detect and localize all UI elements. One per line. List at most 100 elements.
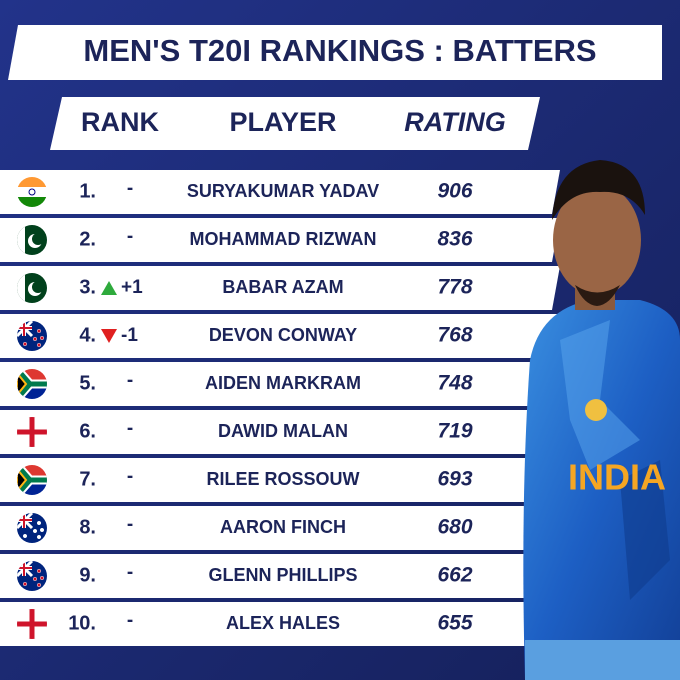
- rating: 693: [437, 468, 472, 491]
- row-background: [0, 170, 560, 214]
- row-background: [0, 554, 560, 598]
- rating: 662: [437, 564, 472, 587]
- down-arrow: [101, 329, 117, 343]
- flag-star: [36, 520, 42, 526]
- flag-triangle: [17, 370, 28, 398]
- rank: 8.: [79, 516, 96, 538]
- flag-star: [22, 581, 28, 587]
- flag-band: [17, 225, 25, 255]
- rank: 3.: [79, 276, 96, 298]
- row-background: [0, 266, 560, 310]
- rank-change: -: [127, 562, 133, 583]
- rating: 719: [437, 420, 472, 443]
- title: MEN'S T20I RANKINGS : BATTERS: [83, 33, 596, 68]
- flag-star: [22, 341, 28, 347]
- rank: 6.: [79, 420, 96, 442]
- flag-star: [39, 575, 45, 581]
- rank-change: -: [127, 466, 133, 487]
- rank-change: -: [127, 370, 133, 391]
- row-background: [0, 410, 560, 454]
- flag: [17, 513, 47, 543]
- flag-cross: [17, 621, 47, 627]
- flag-band: [17, 177, 47, 187]
- column-header: RATING: [404, 107, 506, 137]
- player-name: AARON FINCH: [220, 517, 346, 537]
- flag-band: [17, 197, 47, 207]
- column-header: PLAYER: [229, 107, 336, 137]
- flag-star: [36, 534, 42, 540]
- rank: 5.: [79, 372, 96, 394]
- flag-crescent-cut: [32, 233, 44, 245]
- flag: [17, 417, 47, 447]
- table-row: 2. - MOHAMMAD RIZWAN 836: [0, 218, 560, 262]
- flag-cross: [17, 567, 32, 569]
- table-rows: 1. - SURYAKUMAR YADAV 906 2. - MOHAMMAD RIZWAN…: [0, 170, 560, 646]
- flag: [17, 561, 47, 591]
- rating: 836: [437, 228, 472, 251]
- flag: [17, 225, 47, 255]
- flag-star: [39, 335, 45, 341]
- rating: 778: [437, 276, 472, 299]
- table-row: 8. - AARON FINCH 680: [0, 506, 560, 550]
- title-banner: [8, 25, 662, 80]
- column-header: RANK: [81, 107, 159, 137]
- flag-star: [22, 533, 28, 539]
- header-banner: [50, 97, 540, 150]
- flag-star: [36, 582, 42, 588]
- player-photo: INDIA: [523, 160, 680, 680]
- rank-change: -: [127, 178, 133, 199]
- flag-star: [36, 328, 42, 334]
- up-arrow: [101, 281, 117, 295]
- player-name: RILEE ROSSOUW: [206, 469, 359, 489]
- flag-star: [36, 342, 42, 348]
- player-name: DEVON CONWAY: [209, 325, 357, 345]
- player-name: DAWID MALAN: [218, 421, 348, 441]
- rank-change: -: [127, 226, 133, 247]
- flag-crescent-cut: [32, 281, 44, 293]
- rank: 2.: [79, 228, 96, 250]
- flag-star: [32, 576, 38, 582]
- rating: 680: [437, 516, 472, 539]
- row-background: [0, 506, 560, 550]
- rank-change: +1: [121, 277, 143, 298]
- rank-change: -: [127, 418, 133, 439]
- row-background: [0, 218, 560, 262]
- flag-band: [17, 273, 25, 303]
- rank: 9.: [79, 564, 96, 586]
- table-row: 1. - SURYAKUMAR YADAV 906: [0, 170, 560, 214]
- row-background: [0, 602, 560, 646]
- player-name: BABAR AZAM: [222, 277, 343, 297]
- rank-change: -1: [121, 325, 138, 346]
- table-row: 10. - ALEX HALES 655: [0, 602, 560, 646]
- row-background: [0, 362, 560, 406]
- table-row: 9. - GLENN PHILLIPS 662: [0, 554, 560, 598]
- flag: [17, 321, 47, 351]
- flag-cross: [17, 519, 32, 521]
- flag-star: [39, 527, 45, 533]
- table-row: 7. - RILEE ROSSOUW 693: [0, 458, 560, 502]
- flag: [17, 609, 47, 639]
- flag: [17, 273, 47, 303]
- table-row: 4. -1 DEVON CONWAY 768: [0, 314, 560, 358]
- jersey-text: INDIA: [568, 457, 666, 498]
- flag: [17, 177, 47, 207]
- player-name: MOHAMMAD RIZWAN: [190, 229, 377, 249]
- rank: 7.: [79, 468, 96, 490]
- flag-band: [17, 187, 47, 197]
- rating: 655: [437, 612, 472, 635]
- player-name: ALEX HALES: [226, 613, 340, 633]
- player-name: SURYAKUMAR YADAV: [187, 181, 379, 201]
- flag-triangle: [17, 466, 28, 494]
- row-background: [0, 314, 560, 358]
- table-row: 6. - DAWID MALAN 719: [0, 410, 560, 454]
- rank: 10.: [68, 612, 96, 634]
- rank: 1.: [79, 180, 96, 202]
- rank-change: -: [127, 610, 133, 631]
- flag-cross: [17, 429, 47, 435]
- player-name: GLENN PHILLIPS: [208, 565, 357, 585]
- rating: 748: [437, 372, 472, 395]
- flag: [17, 369, 47, 399]
- table-row: 5. - AIDEN MARKRAM 748: [0, 362, 560, 406]
